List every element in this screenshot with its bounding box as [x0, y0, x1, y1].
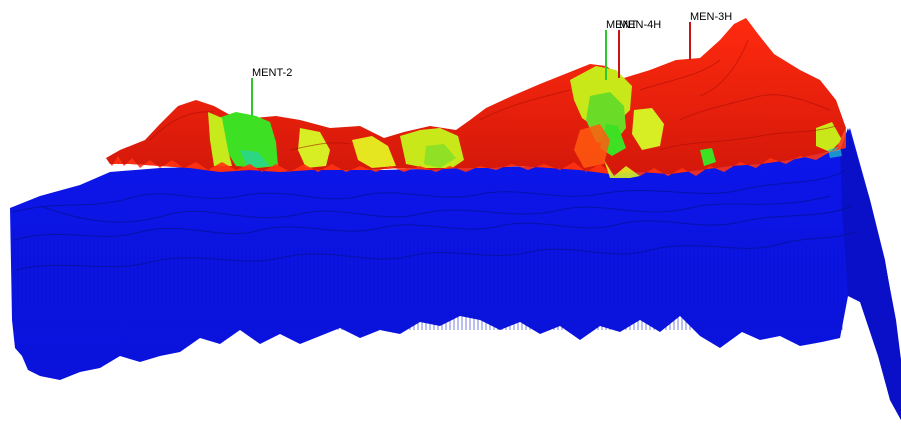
- volume-contours: [11, 169, 857, 271]
- well-marker-men-4h[interactable]: MEN-4H: [618, 19, 661, 78]
- well-label: MEN-4H: [619, 19, 661, 31]
- volume-hatching: [13, 230, 843, 330]
- property-surface: [106, 18, 846, 178]
- reservoir-volume-side: [840, 128, 901, 420]
- well-label: MEN-3H: [690, 11, 732, 23]
- well-marker-ment-2[interactable]: MENT-2: [251, 67, 292, 116]
- well-marker-ment[interactable]: MENT: [605, 19, 637, 80]
- well-marker-men-3h[interactable]: MEN-3H: [689, 11, 732, 60]
- well-label: MENT: [606, 19, 637, 31]
- well-label: MENT-2: [252, 67, 292, 79]
- reservoir-volume-front: [10, 128, 901, 420]
